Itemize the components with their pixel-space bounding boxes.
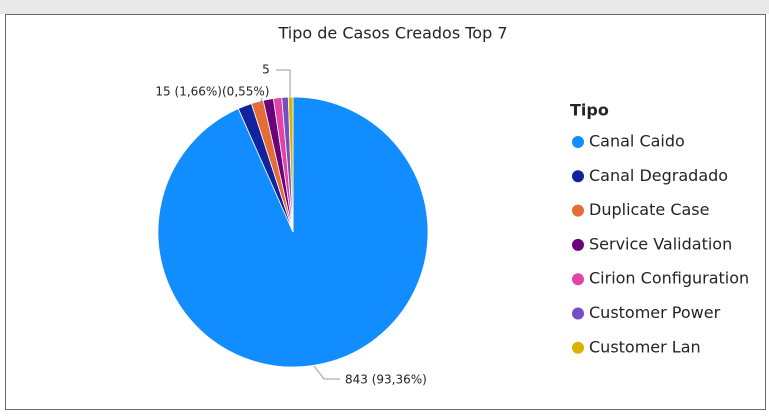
- legend-marker: [572, 273, 584, 286]
- leader-line: [313, 365, 340, 380]
- legend-marker: [572, 170, 584, 183]
- legend-label: Canal Degradado: [589, 166, 728, 185]
- pie-slice: [287, 96, 294, 233]
- legend-label: Service Validation: [589, 234, 732, 253]
- legend-marker: [572, 204, 584, 217]
- data-label: 5: [262, 63, 270, 77]
- top-band: [0, 0, 769, 14]
- legend-marker: [572, 307, 584, 320]
- data-label: (0,55%): [222, 85, 269, 99]
- legend-label: Canal Caido: [589, 132, 685, 151]
- legend-label: Duplicate Case: [589, 200, 709, 219]
- data-label: 843 (93,36%): [345, 373, 427, 387]
- leader-line: [276, 69, 291, 97]
- legend-marker: [572, 238, 584, 251]
- legend-marker: [572, 136, 584, 148]
- legend-label: Cirion Configuration: [589, 269, 749, 288]
- legend-title: Tipo: [570, 101, 609, 120]
- legend-label: Customer Power: [589, 303, 721, 322]
- legend-label: Customer Lan: [589, 337, 701, 356]
- leader-line: [259, 97, 263, 105]
- legend-marker: [572, 341, 584, 354]
- chart-title: Tipo de Casos Creados Top 7: [277, 24, 507, 43]
- data-label: 15 (1,66%): [155, 85, 222, 99]
